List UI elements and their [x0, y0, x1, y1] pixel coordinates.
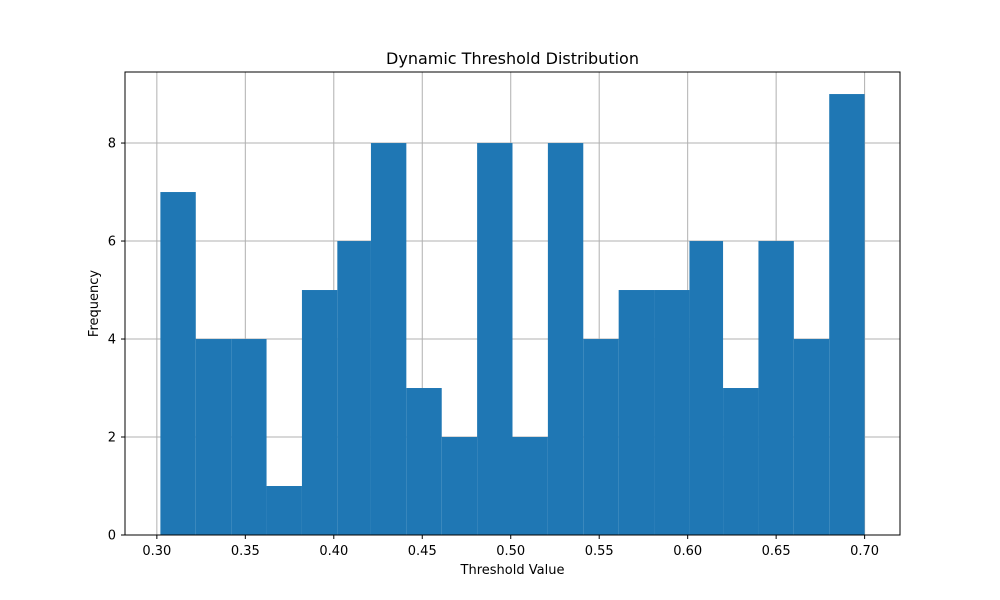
- histogram-bar: [618, 290, 655, 535]
- histogram-bar: [547, 143, 584, 535]
- x-tick-label: 0.35: [231, 544, 260, 559]
- x-tick-label: 0.45: [408, 544, 437, 559]
- histogram-bar: [160, 192, 196, 535]
- histogram-bar: [266, 486, 302, 535]
- x-tick-label: 0.55: [585, 544, 614, 559]
- histogram-bar: [512, 437, 548, 535]
- x-tick-label: 0.65: [762, 544, 791, 559]
- y-tick-label: 6: [108, 235, 116, 250]
- axes-frame: [124, 71, 901, 536]
- histogram-bar: [231, 339, 267, 535]
- histogram-bar: [583, 339, 619, 535]
- y-tick-label: 8: [108, 137, 116, 152]
- x-tick-label: 0.30: [142, 544, 171, 559]
- y-axis-ticks: 0 2 4 6 8: [108, 137, 125, 544]
- histogram-bar: [406, 388, 442, 535]
- histogram-bars: [160, 94, 865, 536]
- histogram-bar: [654, 290, 690, 535]
- histogram-bar: [301, 290, 338, 535]
- chart-title: Dynamic Threshold Distribution: [386, 49, 639, 68]
- histogram-bar: [829, 94, 865, 536]
- y-tick-label: 2: [108, 431, 116, 446]
- x-tick-label: 0.50: [496, 544, 525, 559]
- y-tick-label: 4: [108, 333, 116, 348]
- histogram-bar: [441, 437, 478, 535]
- histogram-bar: [195, 339, 232, 535]
- y-tick-label: 0: [108, 529, 116, 544]
- histogram-bar: [723, 388, 759, 535]
- histogram-bar: [337, 241, 371, 536]
- x-tick-label: 0.70: [850, 544, 879, 559]
- x-axis-ticks: 0.30 0.35 0.40 0.45 0.50 0.55 0.60 0.65 0.70: [142, 535, 879, 559]
- histogram-bar: [370, 143, 407, 535]
- y-axis-label: Frequency: [87, 270, 102, 337]
- x-axis-label: Threshold Value: [460, 563, 565, 578]
- x-tick-label: 0.40: [319, 544, 348, 559]
- histogram-bar: [477, 143, 513, 535]
- histogram-bar: [758, 241, 794, 536]
- histogram-bar: [793, 339, 830, 535]
- histogram-bar: [689, 241, 724, 536]
- x-tick-label: 0.60: [673, 544, 702, 559]
